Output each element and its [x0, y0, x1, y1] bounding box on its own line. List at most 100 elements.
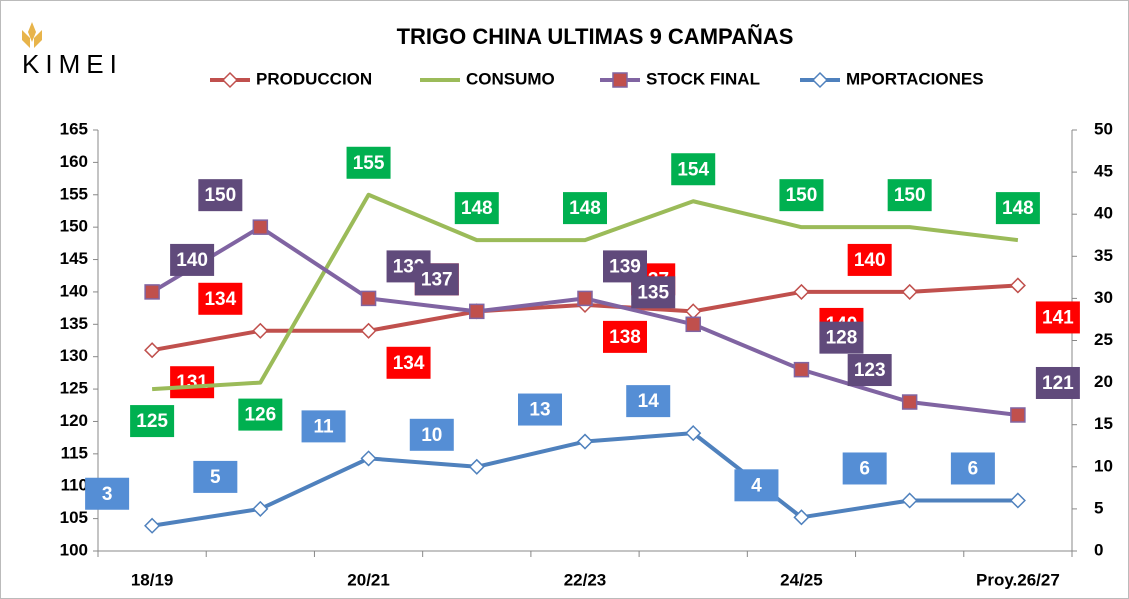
data-label: 5 — [193, 460, 238, 493]
y-tick-label: 145 — [60, 249, 88, 268]
data-label: 128 — [819, 321, 864, 354]
data-label: 134 — [198, 282, 243, 315]
data-label-text: 140 — [176, 250, 208, 271]
data-label: 131 — [170, 366, 215, 399]
data-label-text: 140 — [854, 250, 886, 271]
data-label-text: 134 — [393, 353, 425, 374]
marker — [685, 316, 701, 333]
data-label-box — [386, 346, 431, 379]
data-label-box — [631, 276, 676, 309]
data-label-text: 131 — [176, 372, 208, 393]
y-tick-label: 165 — [60, 119, 88, 138]
data-label-text: 150 — [894, 185, 926, 206]
data-label-box — [887, 179, 932, 212]
data-label: 148 — [995, 192, 1040, 225]
data-label: 10 — [409, 418, 454, 451]
y2-tick-label: 30 — [1094, 288, 1113, 307]
y-tick-label: 140 — [60, 281, 88, 300]
legend-marker — [811, 71, 829, 89]
data-label-box — [995, 192, 1040, 225]
marker — [360, 322, 377, 339]
logo-text: KIMEI — [22, 49, 123, 79]
data-label-text: 14 — [638, 391, 660, 412]
data-label-text: 13 — [529, 400, 550, 421]
y-tick-label: 150 — [60, 217, 88, 236]
data-label-box — [626, 385, 671, 418]
data-label-text: 121 — [1042, 373, 1074, 394]
marker — [360, 290, 377, 307]
data-label: 126 — [238, 398, 283, 431]
x-tick-label: 22/23 — [564, 570, 607, 589]
data-label-text: 150 — [786, 185, 818, 206]
y2-tick-label: 25 — [1094, 330, 1113, 349]
y-tick-label: 125 — [60, 379, 88, 398]
data-label: 121 — [1035, 366, 1080, 399]
data-label-box — [1035, 366, 1080, 399]
data-label-box — [563, 192, 607, 225]
series-line — [151, 192, 1019, 392]
data-label-box — [603, 320, 647, 353]
data-label-text: 4 — [751, 475, 762, 496]
data-label: 138 — [603, 320, 647, 353]
data-label: 139 — [603, 250, 647, 283]
marker — [252, 322, 269, 339]
marker — [1009, 277, 1026, 294]
data-label-text: 139 — [609, 256, 641, 277]
data-label-box — [414, 263, 459, 296]
marker — [1010, 407, 1026, 423]
data-label-box — [819, 321, 864, 354]
data-label-text: 6 — [968, 458, 979, 479]
y2-tick-label: 10 — [1094, 456, 1113, 475]
data-label-box — [238, 398, 283, 431]
data-label-text: 3 — [102, 484, 113, 505]
data-label-box — [301, 410, 346, 443]
y-tick-label: 100 — [60, 540, 88, 559]
data-label-text: 11 — [314, 416, 335, 437]
legend-marker — [612, 72, 628, 88]
data-label-text: 155 — [353, 153, 385, 174]
x-tick-label: 18/19 — [131, 570, 174, 589]
data-label-box — [842, 452, 887, 485]
legend-marker — [221, 71, 239, 89]
marker — [901, 283, 918, 300]
y-tick-label: 135 — [60, 314, 88, 333]
marker — [576, 433, 594, 450]
y-tick-label: 105 — [60, 508, 88, 527]
marker — [901, 394, 918, 410]
data-label: 137 — [414, 263, 459, 296]
data-label-box — [847, 243, 892, 276]
y2-tick-label: 5 — [1094, 498, 1103, 517]
marker — [1009, 492, 1026, 509]
data-label-box — [734, 469, 779, 502]
y2-tick-label: 20 — [1094, 372, 1113, 391]
data-label-text: 126 — [244, 405, 276, 426]
legend-label: STOCK FINAL — [646, 69, 760, 88]
data-label-text: 154 — [677, 159, 709, 180]
x-tick-label: 24/25 — [780, 570, 823, 589]
x-tick-label: Proy.26/27 — [976, 570, 1060, 589]
logo-icon — [22, 22, 42, 48]
data-label-box — [193, 460, 238, 493]
data-label: 6 — [842, 452, 887, 485]
marker — [144, 342, 161, 359]
y2-tick-label: 0 — [1094, 540, 1103, 559]
data-label-box — [170, 243, 215, 276]
data-label-text: 148 — [461, 198, 493, 219]
data-label-box — [1035, 301, 1080, 334]
data-label-box — [170, 366, 215, 399]
y2-tick-label: 15 — [1094, 414, 1113, 433]
data-label-text: 148 — [569, 198, 601, 219]
data-label-box — [518, 393, 562, 426]
y-tick-label: 110 — [61, 476, 88, 495]
data-label-text: 125 — [136, 411, 168, 432]
marker — [793, 509, 810, 526]
data-label-box — [950, 452, 995, 485]
data-label: 134 — [386, 346, 431, 379]
marker — [469, 303, 485, 320]
marker — [901, 492, 918, 509]
chart-title: TRIGO CHINA ULTIMAS 9 CAMPAÑAS — [397, 24, 794, 49]
data-label-box — [454, 192, 499, 225]
data-label: 155 — [346, 146, 391, 179]
data-label: 148 — [563, 192, 607, 225]
x-tick-label: 20/21 — [347, 570, 390, 589]
